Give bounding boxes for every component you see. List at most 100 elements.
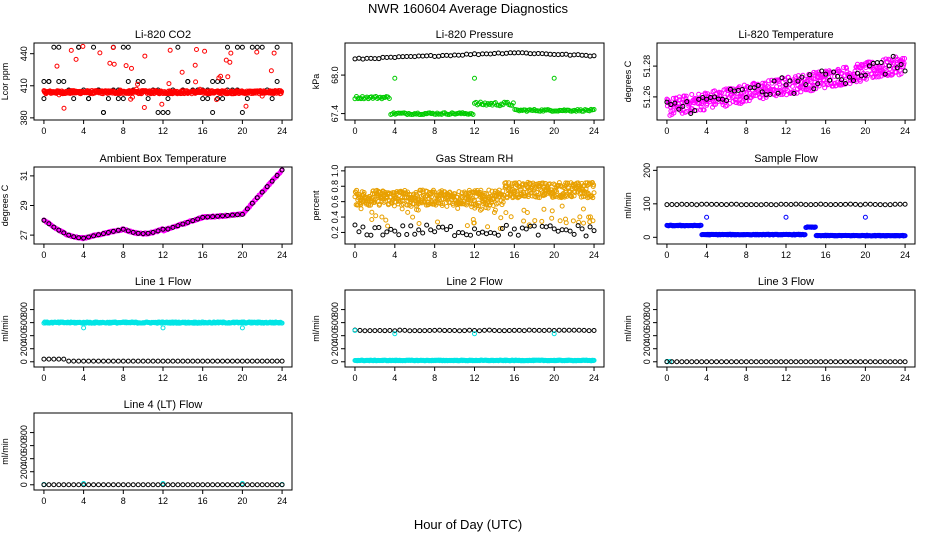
chart-gas-stream-rh: Gas Stream RH percent 0 4 8 12 16 20 24 0.2 0.4 0.6… [311, 153, 605, 260]
data-point-black [210, 214, 216, 220]
data-point-magenta [701, 107, 707, 113]
data-point-black [758, 359, 764, 365]
data-point-black [61, 230, 67, 236]
data-point-black [803, 202, 809, 208]
data-point-orange [435, 219, 441, 225]
data-point-magenta [774, 84, 780, 90]
data-point-black [150, 358, 156, 364]
data-point-orange [413, 203, 419, 209]
data-point-black [377, 328, 383, 334]
data-point-black [838, 359, 844, 365]
data-point-black [448, 224, 454, 230]
data-point-black [110, 228, 116, 234]
data-point-orange [369, 209, 375, 215]
data-point-black [515, 232, 521, 238]
data-point-orange [563, 216, 569, 222]
data-point-black [165, 96, 171, 102]
data-point-black [751, 85, 757, 91]
data-point-black [444, 52, 450, 58]
data-point-black [357, 327, 363, 333]
data-point-orange [554, 189, 560, 195]
data-point-black [669, 359, 675, 365]
data-point-black [699, 359, 705, 365]
data-point-black [185, 79, 191, 84]
data-point-red [218, 73, 224, 79]
chart-title: Sample Flow [754, 153, 818, 165]
data-point-orange [524, 184, 530, 190]
data-point-black [866, 63, 872, 69]
data-point-black [115, 358, 121, 364]
data-point-black [229, 358, 235, 364]
x-tick-label: 20 [237, 250, 247, 260]
data-point-orange [358, 206, 364, 212]
chart-sample-flow: Sample Flow ml/min 0 4 8 12 16 20 24 0 100 200 [623, 153, 916, 260]
data-point-cyan [392, 331, 398, 337]
data-point-black [877, 359, 883, 365]
chart-line-3-flow: Line 3 Flow ml/min 0 4 8 12 16 20 24 0 20040060080… [623, 276, 916, 383]
figure-xlabel: Hour of Day (UTC) [413, 517, 523, 532]
data-point-black [71, 96, 77, 102]
data-point-black [775, 90, 781, 96]
y-tick-label: 380 [19, 110, 29, 125]
y-axis-label: kPa [311, 74, 321, 90]
data-point-blue [802, 232, 808, 238]
data-point-black [571, 52, 577, 58]
x-tick-label: 8 [744, 373, 749, 383]
data-point-black [125, 358, 131, 364]
y-tick-label: 1.0 [330, 165, 340, 178]
data-point-orange [399, 206, 405, 212]
data-point-black [56, 44, 62, 50]
data-point-black [420, 53, 426, 59]
data-point-magenta [832, 80, 838, 86]
x-tick-label: 24 [900, 373, 910, 383]
y-axis-label: ml/min [0, 315, 10, 342]
data-point-black [66, 482, 72, 488]
data-point-orange [486, 187, 492, 193]
data-point-black [210, 79, 216, 84]
data-point-black [269, 96, 275, 102]
data-point-orange [495, 200, 501, 206]
y-tick-label: 0.6 [330, 195, 340, 208]
data-point-black [897, 201, 903, 207]
data-point-black [274, 44, 280, 50]
y-axis-label: ml/min [311, 315, 321, 342]
y-axis-label: ml/min [623, 315, 633, 342]
data-point-orange [373, 213, 379, 219]
data-point-black [76, 235, 82, 241]
data-point-orange [372, 199, 378, 205]
data-point-black [46, 221, 52, 227]
data-point-black [684, 359, 690, 365]
data-point-red [197, 86, 203, 92]
data-point-black [384, 229, 390, 235]
y-tick-label: 600 [19, 438, 29, 453]
data-point-black [479, 51, 485, 57]
data-point-red [214, 97, 220, 103]
data-point-orange [414, 207, 420, 213]
data-point-black [239, 482, 245, 488]
data-point-black [464, 51, 470, 57]
y-tick-label: 31 [19, 171, 29, 181]
y-axis-label: percent [311, 190, 321, 221]
data-point-black [180, 358, 186, 364]
data-point-cyan [551, 331, 557, 337]
data-point-red [141, 105, 147, 111]
data-point-orange [450, 202, 456, 208]
data-point-black [808, 359, 814, 365]
data-point-black [447, 327, 453, 333]
x-tick-label: 12 [781, 126, 791, 136]
data-point-black [96, 358, 101, 364]
data-point-black [274, 79, 280, 84]
data-point-black [125, 228, 131, 234]
y-tick-label: 0 [19, 482, 29, 487]
y-tick-label: 67.4 [330, 105, 340, 123]
x-tick-label: 8 [432, 373, 437, 383]
data-point-black [185, 358, 191, 364]
data-point-orange [539, 218, 545, 224]
data-point-black [51, 482, 57, 488]
data-point-black [684, 202, 690, 208]
data-point-magenta [760, 96, 766, 102]
data-point-black [758, 202, 764, 208]
data-point-black [428, 52, 434, 58]
data-point-black [190, 218, 196, 224]
